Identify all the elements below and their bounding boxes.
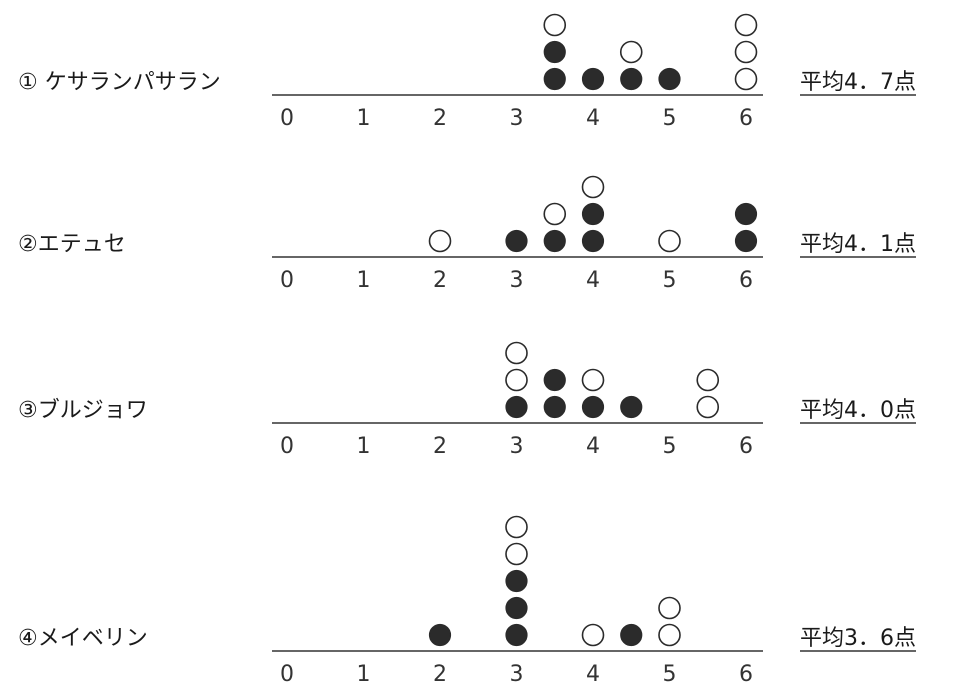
plot-2-open-dot	[543, 202, 567, 226]
plot-2-tick-label: 4	[586, 268, 600, 293]
plot-2-tick-label: 5	[663, 268, 677, 293]
plot-2-tick-label: 0	[280, 268, 294, 293]
plot-2-tick-label: 2	[433, 268, 447, 293]
plot-3-filled-dot	[620, 395, 643, 419]
plot-1-filled-dot	[658, 67, 681, 91]
plot-4-filled-dot	[620, 623, 643, 647]
plot-1-open-dot	[619, 40, 643, 64]
plot-1-open-dot	[543, 13, 567, 37]
plot-3-filled-dot	[505, 395, 528, 419]
plot-1-average: 平均4．7点	[800, 70, 916, 95]
plot-4-open-dot	[658, 596, 681, 620]
plot-2-label: ②エテュセ	[18, 232, 126, 257]
plot-3-tick-label: 4	[586, 434, 600, 459]
plot-1-tick-label: 4	[586, 106, 600, 131]
plot-3-average: 平均4．0点	[800, 398, 916, 423]
plot-1-tick-label: 2	[433, 106, 447, 131]
plot-2-filled-dot	[734, 229, 758, 253]
plot-1-label: ① ケサランパサラン	[18, 70, 221, 95]
plot-4-filled-dot	[505, 623, 528, 647]
plot-3-tick-label: 6	[739, 434, 753, 459]
plot-1-filled-dot	[620, 67, 643, 91]
plot-2-open-dot	[428, 229, 452, 253]
plot-4-tick-label: 6	[739, 662, 753, 687]
plot-1-filled-dot	[543, 67, 566, 91]
plot-3-open-dot	[505, 368, 528, 392]
plot-4-tick-label: 3	[510, 662, 524, 687]
plot-1-open-dot	[734, 40, 758, 64]
plot-3-tick-label: 0	[280, 434, 294, 459]
plot-1-tick-label: 3	[510, 106, 524, 131]
plot-4-tick-label: 0	[280, 662, 294, 687]
plot-4-open-dot	[505, 515, 528, 539]
plot-4-label: ④メイベリン	[18, 626, 148, 651]
plot-4-open-dot	[658, 623, 681, 647]
plot-1-filled-dot	[543, 40, 566, 64]
plot-2-filled-dot	[505, 229, 528, 253]
plot-4-average: 平均3．6点	[800, 626, 916, 651]
plot-4-filled-dot	[505, 569, 528, 593]
plot-4-open-dot	[581, 623, 605, 647]
plot-1-open-dot	[734, 67, 758, 91]
plot-2-average: 平均4．1点	[800, 232, 916, 257]
plot-3-tick-label: 2	[433, 434, 447, 459]
plot-2-open-dot	[581, 175, 605, 199]
plot-1-tick-label: 6	[739, 106, 753, 131]
plot-4-tick-label: 4	[586, 662, 600, 687]
plot-2-tick-label: 3	[510, 268, 524, 293]
plot-4-tick-label: 5	[663, 662, 677, 687]
plot-3-filled-dot	[581, 395, 605, 419]
plot-4-tick-label: 2	[433, 662, 447, 687]
plot-3-open-dot	[696, 395, 720, 419]
plot-2-filled-dot	[581, 202, 605, 226]
plot-2-filled-dot	[581, 229, 605, 253]
plot-3-tick-label: 3	[510, 434, 524, 459]
plot-2-filled-dot	[543, 229, 566, 253]
plot-2-tick-label: 1	[357, 268, 371, 293]
plot-3-open-dot	[696, 368, 720, 392]
plot-3-open-dot	[581, 368, 605, 392]
plot-2-filled-dot	[734, 202, 758, 226]
plot-4-filled-dot	[505, 596, 528, 620]
plot-3-tick-label: 1	[357, 434, 371, 459]
plot-4-tick-label: 1	[357, 662, 371, 687]
plot-1-tick-label: 0	[280, 106, 294, 131]
plot-4-filled-dot	[428, 623, 452, 647]
plot-1-tick-label: 5	[663, 106, 677, 131]
plot-3-open-dot	[505, 341, 528, 365]
plot-3-tick-label: 5	[663, 434, 677, 459]
plot-2-open-dot	[658, 229, 681, 253]
plot-3-filled-dot	[543, 395, 566, 419]
plot-4-open-dot	[505, 542, 528, 566]
plot-1-filled-dot	[581, 67, 605, 91]
plot-3-filled-dot	[543, 368, 566, 392]
plot-1-tick-label: 1	[357, 106, 371, 131]
plot-1-open-dot	[734, 13, 758, 37]
plot-3-label: ③ブルジョワ	[18, 398, 148, 423]
plot-2-tick-label: 6	[739, 268, 753, 293]
